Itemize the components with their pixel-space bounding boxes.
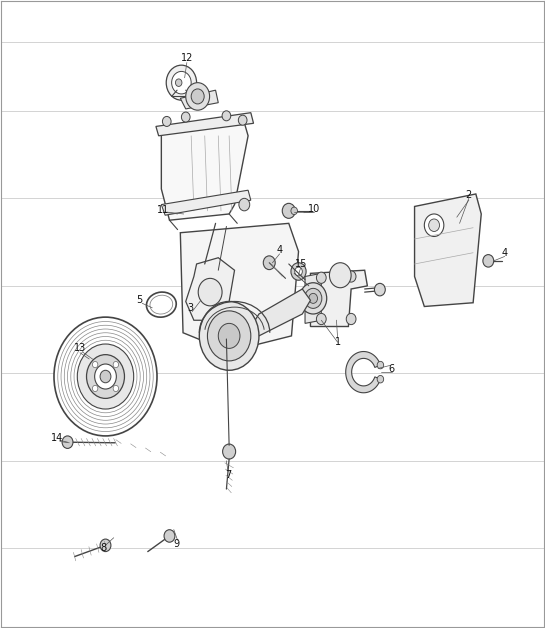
Text: 13: 13 — [74, 344, 86, 354]
Circle shape — [219, 323, 240, 349]
Circle shape — [172, 72, 191, 94]
Polygon shape — [346, 352, 380, 392]
Polygon shape — [305, 273, 322, 323]
Circle shape — [77, 344, 134, 409]
Circle shape — [317, 272, 326, 283]
Circle shape — [162, 116, 171, 126]
Circle shape — [238, 115, 247, 125]
Text: 15: 15 — [294, 259, 307, 269]
Circle shape — [100, 539, 111, 551]
Circle shape — [95, 364, 116, 389]
Circle shape — [164, 529, 175, 542]
Circle shape — [429, 219, 439, 232]
Polygon shape — [186, 257, 234, 320]
Circle shape — [263, 256, 275, 269]
Text: 4: 4 — [501, 247, 507, 257]
Circle shape — [199, 301, 259, 371]
Text: 4: 4 — [276, 245, 283, 255]
Text: 5: 5 — [137, 295, 143, 305]
Circle shape — [291, 263, 306, 280]
Circle shape — [282, 203, 295, 219]
Polygon shape — [161, 117, 248, 220]
Polygon shape — [156, 112, 253, 136]
Polygon shape — [311, 270, 367, 327]
Circle shape — [309, 293, 318, 303]
Text: 6: 6 — [389, 364, 395, 374]
Circle shape — [377, 361, 384, 369]
Circle shape — [166, 65, 197, 100]
Polygon shape — [252, 289, 311, 336]
Circle shape — [100, 371, 111, 383]
Text: 12: 12 — [180, 53, 193, 63]
Circle shape — [113, 362, 119, 368]
Circle shape — [317, 313, 326, 325]
Circle shape — [198, 278, 222, 306]
Polygon shape — [161, 190, 251, 215]
Circle shape — [191, 89, 204, 104]
Text: 7: 7 — [225, 470, 231, 480]
Text: 10: 10 — [307, 204, 320, 214]
Circle shape — [93, 386, 98, 392]
Circle shape — [346, 313, 356, 325]
Polygon shape — [180, 90, 219, 109]
Circle shape — [300, 283, 326, 314]
Circle shape — [186, 83, 210, 110]
Circle shape — [175, 79, 182, 87]
Circle shape — [346, 271, 356, 282]
Text: 1: 1 — [335, 337, 341, 347]
Circle shape — [181, 112, 190, 122]
Circle shape — [239, 198, 250, 211]
Circle shape — [222, 111, 231, 121]
Circle shape — [93, 362, 98, 368]
Polygon shape — [180, 224, 299, 352]
Circle shape — [425, 214, 444, 237]
Text: 8: 8 — [100, 543, 106, 553]
Circle shape — [305, 288, 322, 308]
Text: 2: 2 — [465, 190, 472, 200]
Circle shape — [483, 254, 494, 267]
Circle shape — [208, 311, 251, 361]
Circle shape — [113, 386, 119, 392]
Circle shape — [222, 444, 235, 459]
Circle shape — [295, 267, 302, 276]
Circle shape — [62, 436, 73, 448]
Circle shape — [377, 376, 384, 383]
Text: 9: 9 — [173, 539, 179, 549]
Circle shape — [374, 283, 385, 296]
Circle shape — [291, 207, 298, 215]
Circle shape — [329, 263, 351, 288]
Text: 11: 11 — [157, 205, 169, 215]
Text: 14: 14 — [51, 433, 63, 443]
Circle shape — [54, 317, 157, 436]
Circle shape — [87, 355, 124, 398]
Text: 3: 3 — [187, 303, 193, 313]
Polygon shape — [415, 194, 481, 306]
